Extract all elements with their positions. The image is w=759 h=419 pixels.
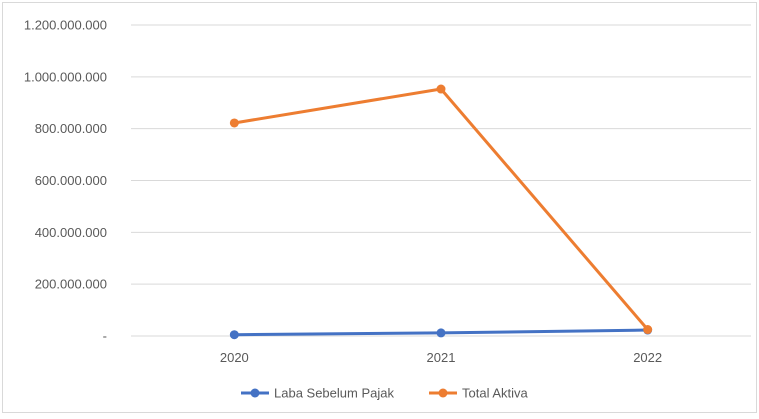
- legend-item: Total Aktiva: [429, 386, 529, 401]
- y-tick-label: 200.000.000: [35, 277, 107, 292]
- legend-label: Total Aktiva: [462, 386, 529, 401]
- legend-swatch-marker: [250, 388, 260, 398]
- series-0: [229, 325, 653, 340]
- chart-frame: - 200.000.000 400.000.000 600.000.000 800.00…: [2, 2, 757, 413]
- legend-label: Laba Sebelum Pajak: [274, 386, 394, 401]
- series-line: [232, 87, 650, 332]
- y-tick-label: 600.000.000: [35, 173, 107, 188]
- series-lines: [229, 84, 653, 340]
- y-tick-label: -: [103, 329, 107, 344]
- data-point: [643, 325, 653, 335]
- legend-item: Laba Sebelum Pajak: [241, 386, 394, 401]
- data-point: [436, 84, 446, 94]
- line-chart: - 200.000.000 400.000.000 600.000.000 800.00…: [24, 18, 751, 401]
- data-point: [436, 328, 446, 338]
- y-tick-label: 1.200.000.000: [24, 18, 107, 33]
- data-point: [229, 118, 239, 128]
- x-axis-tick-labels: 2020 2021 2022: [220, 350, 662, 365]
- legend-swatch-marker: [438, 388, 448, 398]
- data-point: [229, 330, 239, 340]
- gridlines: [131, 24, 751, 337]
- series-1: [229, 84, 653, 335]
- legend: Laba Sebelum Pajak Total Aktiva: [241, 386, 529, 401]
- x-tick-label: 2020: [220, 350, 249, 365]
- x-tick-label: 2021: [427, 350, 456, 365]
- x-tick-label: 2022: [633, 350, 662, 365]
- y-tick-label: 1.000.000.000: [24, 69, 107, 84]
- y-tick-label: 800.000.000: [35, 121, 107, 136]
- y-axis-tick-labels: - 200.000.000 400.000.000 600.000.000 800.00…: [24, 18, 107, 344]
- y-tick-label: 400.000.000: [35, 225, 107, 240]
